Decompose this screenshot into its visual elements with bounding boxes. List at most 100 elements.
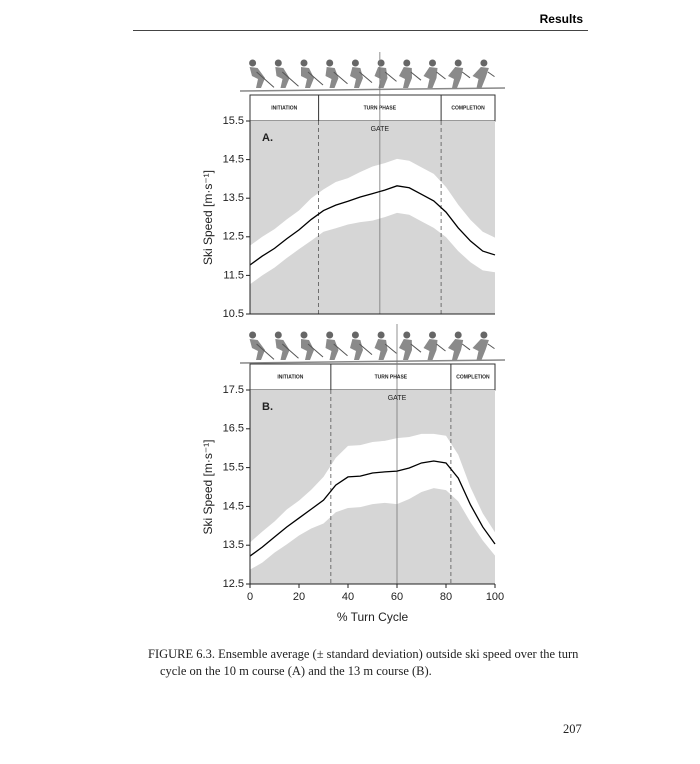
skier-pole	[436, 343, 446, 352]
skier-head	[300, 331, 308, 339]
sd-band	[250, 433, 495, 570]
skier-head	[429, 331, 436, 339]
skier-body	[472, 67, 489, 88]
skier-body	[423, 67, 438, 88]
y-tick-label: 10.5	[223, 308, 244, 320]
phase-label: TURN PHASE	[375, 374, 408, 380]
y-tick-label: 14.5	[223, 154, 244, 166]
skier-body	[399, 339, 412, 360]
skier-pole	[256, 71, 275, 88]
x-tick-label: 0	[247, 591, 253, 603]
phase-label: INITIATION	[277, 374, 303, 380]
skier-pole	[487, 343, 495, 350]
phase-label: INITIATION	[271, 105, 297, 111]
skier-body	[399, 67, 412, 88]
y-tick-label: 13.5	[223, 539, 244, 551]
y-axis-label: Ski Speed [m·s⁻¹]	[201, 170, 215, 265]
skier-body	[301, 67, 314, 88]
skier-pole	[281, 71, 299, 87]
skier-body	[423, 339, 438, 360]
skier-pole	[333, 343, 348, 357]
skier-pole	[436, 71, 446, 80]
skier-body	[301, 339, 314, 360]
skier-head	[480, 59, 488, 67]
skier-body	[374, 67, 388, 88]
mean-line	[249, 185, 496, 266]
skier-head	[274, 331, 282, 339]
skier-pole	[410, 71, 422, 81]
x-tick-label: 100	[486, 591, 504, 603]
skier-head	[300, 59, 308, 67]
skier-body	[350, 67, 363, 88]
header-rule	[133, 30, 588, 31]
skier-pole	[359, 71, 373, 83]
skier-pole	[359, 343, 373, 355]
skier-body	[249, 67, 265, 88]
skier-pole	[256, 343, 275, 360]
skier-head	[377, 331, 385, 339]
skier-pole	[487, 71, 495, 78]
sd-band	[250, 158, 495, 285]
ski-ground	[239, 359, 506, 364]
panel-label: A.	[262, 132, 273, 144]
skier-head	[351, 59, 359, 67]
skier-pole	[307, 343, 324, 358]
y-tick-label: 16.5	[223, 423, 244, 435]
skier-head	[377, 59, 385, 67]
skier-head	[403, 59, 411, 67]
y-tick-label: 15.5	[223, 462, 244, 474]
skier-pole	[384, 343, 397, 354]
skier-head	[274, 59, 282, 67]
skier-pole	[384, 71, 397, 82]
x-tick-label: 20	[293, 591, 305, 603]
skier-head	[454, 59, 462, 67]
x-tick-label: 60	[391, 591, 403, 603]
skier-head	[454, 331, 462, 339]
skier-head	[326, 331, 334, 339]
skier-pole	[461, 343, 471, 351]
running-header: Results	[539, 12, 583, 26]
skier-body	[448, 67, 464, 88]
skier-body	[275, 339, 290, 360]
skier-pole	[333, 71, 348, 85]
skier-body	[325, 67, 339, 88]
x-tick-label: 40	[342, 591, 354, 603]
ski-ground	[239, 87, 506, 92]
skier-head	[429, 59, 436, 67]
skier-body	[275, 67, 290, 88]
phase-box	[249, 363, 496, 391]
skier-body	[350, 339, 363, 360]
skier-body	[249, 339, 265, 360]
x-axis-label: % Turn Cycle	[337, 610, 409, 624]
gate-label: GATE	[388, 395, 407, 402]
skier-pole	[307, 71, 324, 86]
skier-head	[249, 59, 257, 67]
skier-head	[326, 59, 334, 67]
skier-head	[351, 331, 359, 339]
skier-pole	[410, 343, 422, 353]
skier-body	[374, 339, 388, 360]
y-tick-label: 11.5	[223, 269, 244, 281]
y-tick-label: 14.5	[223, 500, 244, 512]
y-tick-label: 13.5	[223, 192, 244, 204]
skier-body	[325, 339, 339, 360]
y-tick-label: 15.5	[223, 115, 244, 127]
gate-label: GATE	[371, 126, 390, 133]
figure-caption: FIGURE 6.3. Ensemble average (± standard…	[148, 647, 579, 678]
y-axis-label: Ski Speed [m·s⁻¹]	[201, 439, 215, 534]
y-tick-label: 17.5	[223, 384, 244, 396]
skier-body	[448, 339, 464, 360]
phase-label: COMPLETION	[456, 374, 490, 380]
phase-label: COMPLETION	[451, 105, 485, 111]
mean-line	[249, 460, 496, 557]
panel-label: B.	[262, 401, 273, 413]
skier-pole	[461, 71, 471, 79]
y-tick-label: 12.5	[223, 578, 244, 590]
y-tick-label: 12.5	[223, 231, 244, 243]
skier-pole	[281, 343, 299, 359]
page-number: 207	[563, 722, 582, 736]
skier-body	[472, 339, 489, 360]
skier-head	[480, 331, 488, 339]
